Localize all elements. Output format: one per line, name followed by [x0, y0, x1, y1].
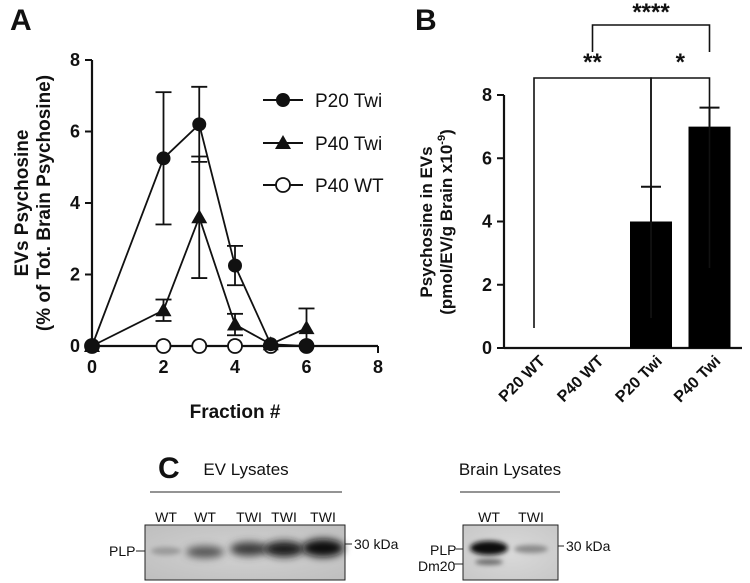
- significance-label: *: [676, 49, 686, 76]
- ev-blot-title: EV Lysates: [203, 460, 288, 479]
- chart-b-ytick-label: 2: [482, 275, 492, 295]
- ev-band-lane-3: [230, 542, 268, 556]
- brain-blot-panel: Brain Lysates WT TWI PLP Dm20 30 kDa: [418, 460, 611, 581]
- chart-b-ytick-label: 4: [482, 212, 492, 232]
- chart-a-xtick-label: 4: [230, 357, 240, 377]
- chart-a-ytick-label: 0: [70, 336, 80, 356]
- data-point-p40-wt: [191, 338, 208, 354]
- chart-a-ytick-label: 4: [70, 193, 80, 213]
- ev-band-lane-1: [151, 547, 181, 555]
- ev-lane-label: TWI: [310, 509, 336, 525]
- chart-a-ytick-label: 2: [70, 265, 80, 285]
- data-point-p20-twi: [299, 339, 314, 353]
- chart-b-ylabel2: (pmol/EV/g Brain x10-9): [436, 129, 456, 315]
- legend-label-p20-twi: P20 Twi: [315, 91, 382, 112]
- significance-bracket-p40-wt-vs-p40-twi: [591, 24, 711, 52]
- ev-blot-plp-label: PLP: [109, 543, 135, 559]
- ev-band-lane-4: [264, 541, 304, 557]
- chart-b-ylabel2-main: (pmol/EV/g Brain x10: [437, 145, 456, 315]
- chart-b-ytick-label: 0: [482, 338, 492, 358]
- brain-blot-plp-label: PLP: [430, 542, 456, 558]
- chart-a-xtick-label: 0: [87, 357, 97, 377]
- data-point-p20-twi: [156, 151, 171, 166]
- data-point-p40-wt: [227, 338, 243, 354]
- chart-a-ylabel: EVs Psychosine: [12, 130, 33, 277]
- chart-b-ylabel2-sup: -9: [436, 135, 448, 145]
- significance-label: ****: [632, 0, 670, 26]
- data-point-p40-twi: [155, 302, 172, 317]
- significance-bracket-p20-twi-vs-p40-twi: [650, 77, 711, 318]
- ev-band-lane-2: [186, 546, 224, 558]
- chart-b-xtick-label: P20 WT: [496, 353, 549, 406]
- data-point-p40-wt: [155, 338, 172, 354]
- data-point-p20-twi: [263, 337, 278, 352]
- chart-a: 0 2 4 6 8 0 2 4 6 8 Fraction # EVs Psychosine (%…: [12, 50, 384, 423]
- ev-lane-label: WT: [194, 509, 216, 525]
- series-p20-twi: [85, 85, 314, 353]
- chart-a-ytick-label: 8: [70, 50, 80, 70]
- legend-marker-p20-twi: [276, 93, 290, 107]
- significance-label: **: [583, 49, 602, 76]
- brain-band-twi-plp: [514, 545, 548, 553]
- chart-a-xtick-label: 8: [373, 357, 383, 377]
- brain-blot-bands: [470, 541, 548, 565]
- ev-lane-label: TWI: [271, 509, 297, 525]
- brain-band-wt-dm20: [475, 559, 503, 565]
- panel-letter-c: C: [158, 452, 180, 485]
- ev-blot-marker-label: 30 kDa: [354, 536, 399, 552]
- chart-b-xtick-label: P40 WT: [554, 353, 607, 406]
- data-point-p20-twi: [228, 258, 242, 273]
- brain-lane-label: WT: [478, 509, 500, 525]
- legend-label-p40-twi: P40 Twi: [315, 134, 382, 155]
- chart-a-xlabel: Fraction #: [190, 402, 281, 423]
- brain-blot-title: Brain Lysates: [459, 460, 561, 479]
- ev-lane-label: TWI: [236, 509, 262, 525]
- ev-band-lane-5: [302, 539, 344, 557]
- data-point-p40-twi: [298, 320, 315, 335]
- brain-band-wt-plp: [470, 541, 508, 555]
- chart-a-legend: P20 Twi P40 Twi P40 WT: [263, 91, 384, 197]
- data-point-p40-twi: [191, 209, 208, 224]
- chart-b-ytick-label: 6: [482, 148, 492, 168]
- chart-a-xtick-label: 2: [158, 357, 168, 377]
- ev-lane-label: WT: [155, 509, 177, 525]
- brain-lane-label: TWI: [518, 509, 544, 525]
- data-point-p20-twi: [192, 117, 207, 132]
- legend-label-p40-wt: P40 WT: [315, 176, 384, 197]
- legend-marker-p40-twi: [275, 135, 291, 149]
- chart-a-ytick-label: 6: [70, 122, 80, 142]
- panel-letter-a: A: [10, 4, 32, 37]
- data-point-p20-twi: [85, 339, 99, 353]
- chart-a-xtick-label: 6: [301, 357, 311, 377]
- brain-blot-marker-label: 30 kDa: [566, 538, 611, 554]
- chart-a-ylabel2: (% of Tot. Brain Psychosine): [34, 75, 55, 331]
- chart-b-ylabel: Psychosine in EVs: [417, 146, 436, 297]
- chart-b-ylabel2-end: ): [437, 129, 456, 135]
- data-point-p40-twi: [227, 316, 243, 331]
- ev-blot-panel: EV Lysates WT WT TWI TWI TWI PLP 30 kDa: [109, 460, 399, 581]
- chart-b-xtick-label: P40 Twi: [671, 353, 724, 406]
- chart-b-ytick-label: 8: [482, 85, 492, 105]
- ev-blot-bands: [151, 539, 344, 558]
- chart-b-xtick-label: P20 Twi: [613, 353, 666, 406]
- brain-blot-dm20-label: Dm20: [418, 558, 456, 574]
- panel-letter-b: B: [415, 4, 437, 37]
- legend-marker-p40-wt: [275, 177, 291, 193]
